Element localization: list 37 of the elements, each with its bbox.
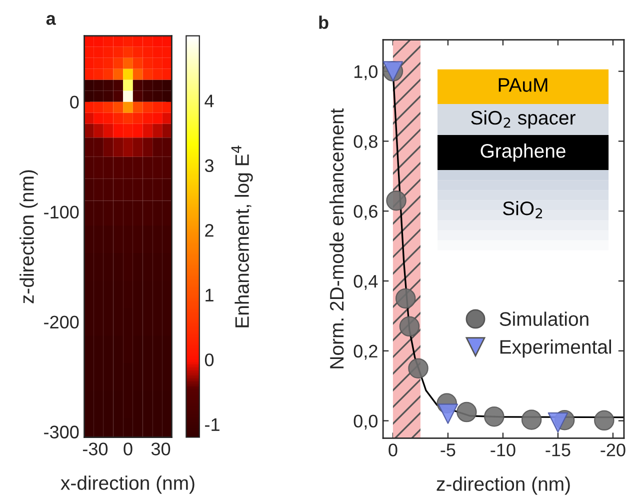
- chart-title: a: [46, 15, 56, 25]
- color-bar-label: 1: [206, 288, 214, 302]
- y-tick-label: 0,2: [354, 344, 378, 360]
- x-tick-label: 0: [388, 444, 398, 456]
- x-tick-label: -15: [546, 444, 570, 456]
- x-axis-title: x-direction (nm): [60, 476, 194, 494]
- y-tick-label: 0,6: [354, 205, 378, 220]
- y-tick-label: 0,0: [354, 414, 378, 430]
- x-tick-label: -30: [82, 442, 108, 456]
- annotation: SiO$_{2}$: [503, 200, 542, 218]
- color-bar-label: -1: [205, 418, 220, 431]
- annotation: PAuM: [498, 78, 548, 92]
- color-bar-label: 2: [205, 224, 214, 237]
- annotation: SiO$_{2}$ spacer: [471, 110, 576, 129]
- color-bar-label: 3: [204, 159, 214, 172]
- legend-label: Simulation: [500, 312, 588, 326]
- y-tick-label: 0,4: [354, 274, 378, 290]
- y-tick-label: 1,0: [354, 65, 378, 80]
- legend-label: Experimental: [500, 340, 612, 358]
- y-tick-label: -100: [44, 206, 79, 219]
- x-tick-label: -10: [490, 444, 516, 456]
- color-bar-label: 0: [204, 353, 214, 366]
- y-tick-label: 0,8: [354, 135, 378, 150]
- y-tick-label: -200: [44, 316, 79, 328]
- x-axis-title: z-direction (nm): [436, 476, 570, 495]
- x-tick-label: -20: [600, 444, 626, 456]
- y-tick-label: 0: [70, 96, 79, 109]
- y-axis-title: z-direction (nm): [20, 170, 38, 304]
- annotation: Graphene: [480, 144, 566, 162]
- y-axis-title: Norm. 2D-mode enhancement: [329, 108, 344, 368]
- color-bar-label: 4: [204, 94, 214, 108]
- color-bar-title: Enhancement, log E$^{4}$: [231, 146, 253, 328]
- x-tick-label: 0: [124, 442, 132, 456]
- x-tick-label: -5: [440, 444, 456, 456]
- x-tick-label: 30: [151, 442, 170, 456]
- y-tick-label: -300: [44, 426, 79, 438]
- chart-title: b: [319, 16, 328, 29]
